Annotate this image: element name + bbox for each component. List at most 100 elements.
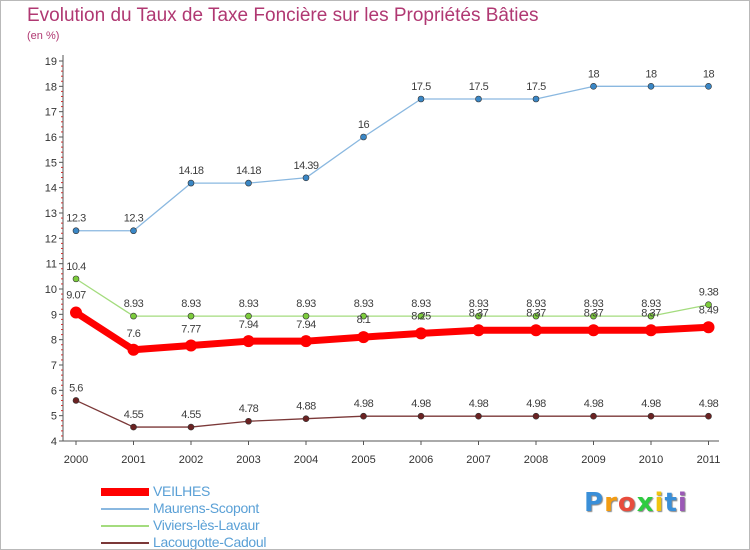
y-tick-label: 13 xyxy=(45,208,57,220)
y-minor-tick xyxy=(61,247,63,249)
y-tick-label: 17 xyxy=(45,107,57,119)
data-point xyxy=(702,321,715,334)
data-label: 8.37 xyxy=(526,307,546,319)
legend-swatch xyxy=(101,508,149,510)
y-minor-tick xyxy=(61,101,63,103)
logo-letter: x xyxy=(636,488,655,518)
data-label: 7.77 xyxy=(181,323,201,335)
data-point xyxy=(360,312,367,320)
y-tick-label: 5 xyxy=(51,411,57,423)
data-label: 8.1 xyxy=(357,314,371,326)
data-point xyxy=(245,179,252,187)
data-point xyxy=(72,397,80,404)
y-minor-tick xyxy=(61,283,63,285)
y-minor-tick xyxy=(61,207,63,209)
series-line xyxy=(75,399,710,428)
data-point xyxy=(475,412,482,420)
data-label: 8.25 xyxy=(411,310,431,322)
data-point xyxy=(70,306,82,319)
data-point xyxy=(705,301,712,309)
y-minor-tick xyxy=(61,308,63,310)
unit-label: (en %) xyxy=(27,30,60,42)
data-point xyxy=(415,327,427,340)
x-tick-label: 2002 xyxy=(179,454,203,466)
y-minor-tick xyxy=(61,202,63,204)
y-minor-tick xyxy=(61,65,63,67)
data-point xyxy=(127,343,140,356)
y-minor-tick xyxy=(61,359,63,361)
data-point xyxy=(242,335,255,348)
data-label: 4.98 xyxy=(526,398,546,410)
data-point xyxy=(72,275,80,283)
y-tick-label: 15 xyxy=(45,157,57,169)
data-point xyxy=(475,95,482,103)
data-label: 8.37 xyxy=(641,307,661,319)
data-label: 17.5 xyxy=(411,81,431,93)
y-tick-label: 7 xyxy=(51,360,57,372)
x-tick-label: 2008 xyxy=(524,454,548,466)
y-minor-tick xyxy=(61,126,63,128)
series-line xyxy=(75,85,710,232)
data-point xyxy=(590,412,597,420)
y-minor-tick xyxy=(61,410,63,412)
data-point xyxy=(705,83,712,90)
data-label: 4.98 xyxy=(469,398,489,410)
y-minor-tick xyxy=(61,166,63,168)
data-label: 18 xyxy=(645,68,657,80)
data-point xyxy=(530,324,542,337)
x-tick-label: 2000 xyxy=(64,454,88,466)
y-minor-tick xyxy=(61,394,63,396)
y-minor-tick xyxy=(61,268,63,270)
y-tick-label: 14 xyxy=(45,183,57,195)
data-label: 8.93 xyxy=(124,298,144,310)
y-minor-tick xyxy=(61,197,63,199)
y-minor-tick xyxy=(61,253,63,255)
y-tick-label: 4 xyxy=(51,436,57,448)
y-minor-tick xyxy=(61,278,63,280)
data-label: 7.94 xyxy=(239,319,259,331)
y-tick-label: 10 xyxy=(45,284,57,296)
legend-swatch xyxy=(101,542,149,544)
y-minor-tick xyxy=(61,75,63,77)
data-point xyxy=(302,174,310,182)
y-minor-tick xyxy=(61,374,63,376)
x-tick-label: 2003 xyxy=(236,454,260,466)
y-minor-tick xyxy=(61,293,63,295)
data-label: 4.98 xyxy=(411,398,431,410)
y-minor-tick xyxy=(61,334,63,336)
proxiti-logo: Proxiti xyxy=(584,488,688,518)
logo-letter: t xyxy=(664,488,678,518)
y-tick-label: 12 xyxy=(45,233,57,245)
data-point xyxy=(130,423,137,431)
data-label: 7.6 xyxy=(127,328,141,340)
data-label: 14.39 xyxy=(293,160,318,172)
data-label: 8.93 xyxy=(641,298,661,310)
data-label: 4.78 xyxy=(239,403,259,415)
series-line xyxy=(75,278,710,317)
data-label: 4.55 xyxy=(181,409,201,421)
data-label: 12.3 xyxy=(124,213,144,225)
data-point xyxy=(590,83,597,90)
data-point xyxy=(357,331,370,344)
data-label: 8.93 xyxy=(181,298,201,310)
y-minor-tick xyxy=(61,420,63,422)
y-tick-label: 8 xyxy=(51,335,57,347)
data-point xyxy=(532,95,540,103)
data-point xyxy=(647,412,655,420)
data-point xyxy=(417,312,425,320)
data-label: 17.5 xyxy=(469,81,489,93)
y-tick-label: 16 xyxy=(45,132,57,144)
data-point xyxy=(72,227,80,235)
data-point xyxy=(187,423,195,431)
x-tick-label: 2011 xyxy=(697,454,721,466)
logo-letter: i xyxy=(677,488,688,518)
logo-letter: i xyxy=(654,488,665,518)
y-minor-tick xyxy=(61,354,63,356)
y-tick-label: 6 xyxy=(51,385,57,397)
data-label: 8.37 xyxy=(584,307,604,319)
y-minor-tick xyxy=(61,242,63,244)
data-label: 8.37 xyxy=(469,307,489,319)
x-tick-label: 2007 xyxy=(466,454,490,466)
data-point xyxy=(245,312,252,320)
